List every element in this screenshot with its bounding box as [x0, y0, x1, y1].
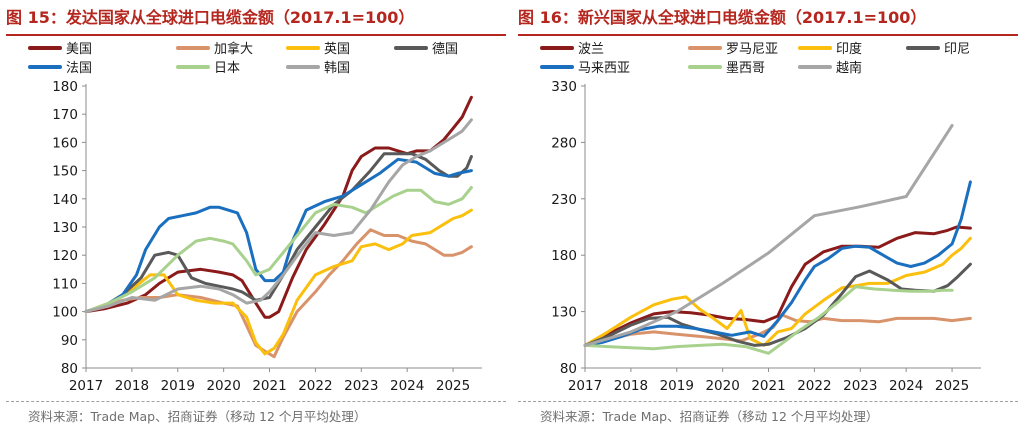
- x-tick-label: 2024: [889, 378, 923, 394]
- source-divider: [6, 401, 506, 402]
- chart-panel-fig15: 图 15：发达国家从全球进口电缆金额（2017.1=100） 80 90 100 11…: [6, 0, 512, 440]
- title-divider: [6, 34, 506, 36]
- series-line-马来西亚: [583, 180, 972, 347]
- y-tick-label: 160: [52, 135, 78, 151]
- x-tick-label: 2017: [69, 378, 103, 394]
- x-tick-label: 2025: [436, 378, 470, 394]
- legend-label-德国: 德国: [432, 42, 458, 57]
- series-line-墨西哥: [583, 285, 954, 355]
- legend-label-越南: 越南: [836, 60, 862, 76]
- series-line-加拿大: [84, 228, 473, 359]
- series-line-罗马尼亚: [583, 313, 972, 347]
- series-line-日本: [84, 186, 473, 314]
- y-tick-label: 80: [61, 361, 78, 377]
- series-line-美国: [84, 95, 473, 319]
- legend-label-美国: 美国: [66, 42, 92, 57]
- chart-panel-fig16: 图 16：新兴国家从全球进口电缆金额（2017.1=100） 80 130 180 2…: [518, 0, 1024, 440]
- y-tick-label: 150: [52, 164, 78, 180]
- y-tick-label: 130: [551, 305, 577, 321]
- x-tick-label: 2024: [390, 378, 424, 394]
- chart-fig16: 80 130 180 230 280 330 2017 2018 2019 2020 2021 202…: [540, 41, 981, 394]
- chart-source: 资料来源：Trade Map、招商证券（移动 12 个月平均处理）: [28, 409, 367, 424]
- y-tick-label: 230: [551, 192, 577, 208]
- legend-label-波兰: 波兰: [578, 42, 604, 57]
- chart-title: 图 16：新兴国家从全球进口电缆金额（2017.1=100）: [518, 8, 927, 27]
- y-tick-label: 140: [52, 192, 78, 208]
- series-line-越南: [583, 124, 954, 347]
- y-tick-label: 120: [52, 248, 78, 264]
- chart-fig15: 80 90 100 110 120 130 140 150 160 170 180 2017 2018 2…: [28, 41, 482, 394]
- x-tick-label: 2021: [751, 378, 785, 394]
- series-line-英国: [84, 208, 473, 356]
- y-tick-label: 90: [61, 333, 78, 349]
- series-line-韩国: [84, 118, 473, 314]
- legend-label-法国: 法国: [66, 61, 92, 76]
- y-tick-label: 100: [52, 305, 78, 321]
- x-tick-label: 2023: [344, 378, 378, 394]
- x-tick-label: 2025: [935, 378, 969, 394]
- series-line-波兰: [583, 225, 972, 347]
- x-tick-label: 2021: [252, 378, 286, 394]
- legend-label-墨西哥: 墨西哥: [726, 61, 765, 76]
- series-line-法国: [84, 157, 473, 314]
- legend-label-韩国: 韩国: [324, 61, 350, 76]
- x-tick-label: 2017: [568, 378, 602, 394]
- x-tick-label: 2023: [843, 378, 877, 394]
- x-tick-label: 2019: [161, 378, 195, 394]
- legend-label-印度: 印度: [836, 41, 862, 57]
- legend-label-马来西亚: 马来西亚: [578, 61, 630, 76]
- series-line-德国: [84, 152, 473, 314]
- y-tick-label: 170: [52, 107, 78, 123]
- y-tick-label: 180: [52, 79, 78, 95]
- title-divider: [518, 34, 1018, 36]
- x-tick-label: 2022: [797, 378, 831, 394]
- legend-label-印尼: 印尼: [944, 42, 970, 57]
- x-tick-label: 2019: [660, 378, 694, 394]
- y-tick-label: 280: [551, 135, 577, 151]
- y-tick-label: 180: [551, 248, 577, 264]
- legend-label-罗马尼亚: 罗马尼亚: [726, 42, 778, 57]
- y-tick-label: 330: [551, 79, 577, 95]
- y-tick-label: 110: [52, 276, 78, 292]
- legend-label-英国: 英国: [324, 42, 350, 57]
- x-tick-label: 2018: [614, 378, 648, 394]
- x-tick-label: 2020: [705, 378, 739, 394]
- x-tick-label: 2020: [206, 378, 240, 394]
- x-tick-label: 2018: [115, 378, 149, 394]
- series-line-印度: [583, 236, 972, 347]
- legend-label-加拿大: 加拿大: [214, 41, 253, 57]
- chart-title: 图 15：发达国家从全球进口电缆金额（2017.1=100）: [6, 8, 415, 27]
- y-tick-label: 130: [52, 220, 78, 236]
- x-tick-label: 2022: [298, 378, 332, 394]
- chart-source: 资料来源：Trade Map、招商证券（移动 12 个月平均处理）: [540, 409, 879, 424]
- legend-label-日本: 日本: [214, 61, 240, 76]
- y-tick-label: 80: [560, 361, 577, 377]
- source-divider: [518, 401, 1018, 402]
